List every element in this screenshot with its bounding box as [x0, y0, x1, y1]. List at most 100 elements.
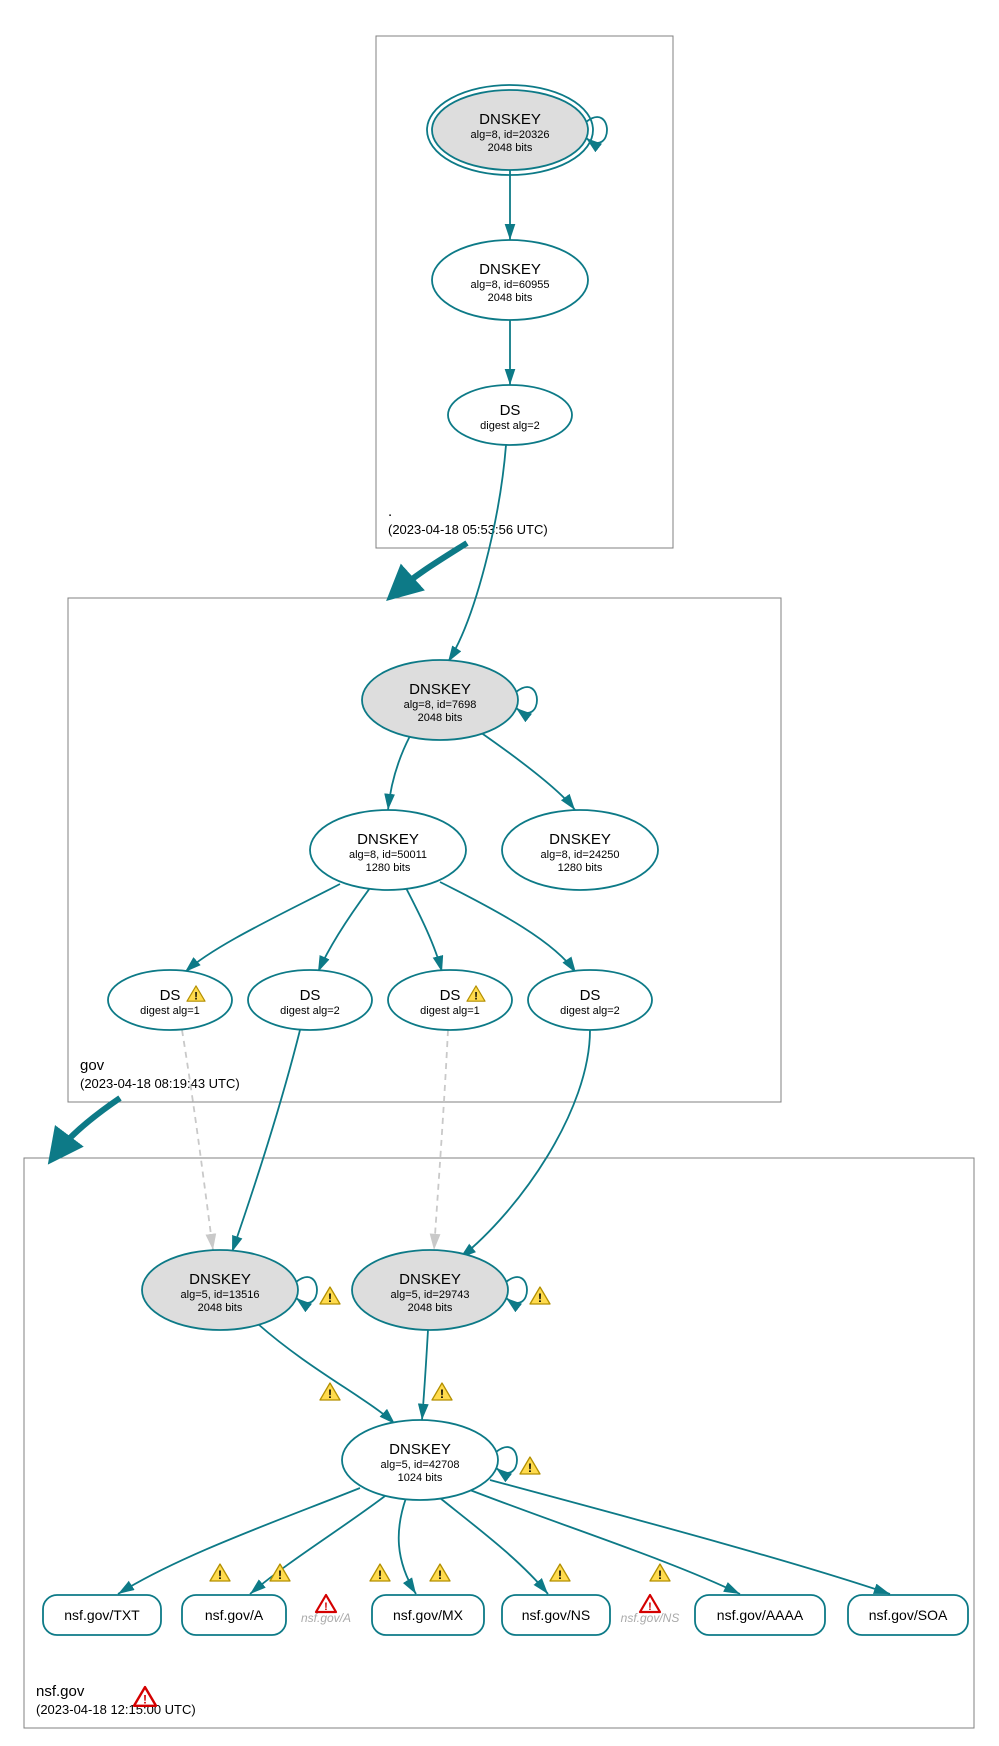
node-root_zsk: DNSKEYalg=8, id=609552048 bits — [432, 240, 588, 320]
edge — [388, 736, 410, 810]
edge — [490, 1480, 890, 1594]
self-loop — [506, 1277, 527, 1303]
rr-label: nsf.gov/MX — [393, 1607, 464, 1623]
edge — [318, 888, 370, 972]
edge — [399, 1498, 416, 1594]
self-loop — [496, 1447, 517, 1473]
node-title: DNSKEY — [409, 681, 471, 698]
node-subline: digest alg=2 — [280, 1005, 340, 1017]
svg-text:!: ! — [648, 1601, 652, 1613]
zone-label: gov — [80, 1057, 105, 1074]
node-subline: alg=8, id=20326 — [471, 129, 550, 141]
node-gov_zsk2: DNSKEYalg=8, id=242501280 bits — [502, 810, 658, 890]
edge — [470, 1490, 740, 1594]
edge — [440, 882, 576, 973]
node-nsf_ksk1: DNSKEYalg=5, id=135162048 bits — [142, 1250, 317, 1330]
edge — [258, 1324, 395, 1424]
node-rr_txt: nsf.gov/TXT — [43, 1595, 161, 1635]
warning-icon: ! — [530, 1287, 550, 1305]
warning-icon: ! — [210, 1564, 230, 1582]
self-loop — [296, 1277, 317, 1303]
node-subline: 1024 bits — [398, 1472, 443, 1484]
warning-icon: ! — [432, 1383, 452, 1401]
warning-icon: ! — [270, 1564, 290, 1582]
svg-text:!: ! — [143, 1693, 147, 1707]
node-subline: digest alg=2 — [480, 420, 540, 432]
edge — [118, 1488, 360, 1594]
zone-timestamp: (2023-04-18 08:19:43 UTC) — [80, 1076, 240, 1091]
node-subline: 1280 bits — [558, 862, 603, 874]
error-icon: ! — [640, 1595, 660, 1613]
node-title: DNSKEY — [189, 1271, 251, 1288]
warning-icon: ! — [550, 1564, 570, 1582]
node-subline: alg=5, id=29743 — [391, 1289, 470, 1301]
warning-icon: ! — [320, 1287, 340, 1305]
node-nsf_zsk: DNSKEYalg=5, id=427081024 bits — [342, 1420, 517, 1500]
edge — [480, 732, 575, 810]
svg-text:!: ! — [658, 1568, 662, 1582]
zone-nsfgov: nsf.gov (2023-04-18 12:15:00 UTC) — [24, 1158, 974, 1728]
edge — [422, 1330, 428, 1420]
node-rr_ns: nsf.gov/NS — [502, 1595, 610, 1635]
svg-text:!: ! — [440, 1387, 444, 1401]
node-gov_ds2: DSdigest alg=2 — [248, 970, 372, 1030]
node-title: DS — [580, 987, 601, 1004]
error-icon: ! — [134, 1687, 156, 1707]
edge — [406, 888, 442, 972]
svg-text:!: ! — [218, 1568, 222, 1582]
zone-timestamp: (2023-04-18 12:15:00 UTC) — [36, 1702, 196, 1717]
node-title: DNSKEY — [389, 1441, 451, 1458]
self-loop — [516, 687, 537, 713]
zone-delegation-arrow — [395, 543, 467, 593]
node-subline: 2048 bits — [198, 1302, 243, 1314]
rr-label: nsf.gov/SOA — [869, 1607, 948, 1623]
node-subline: 2048 bits — [408, 1302, 453, 1314]
node-title: DNSKEY — [549, 831, 611, 848]
svg-text:!: ! — [538, 1291, 542, 1305]
node-rr_aaaa: nsf.gov/AAAA — [695, 1595, 825, 1635]
node-gov_ds1: DSdigest alg=1 — [108, 970, 232, 1030]
node-subline: 2048 bits — [488, 292, 533, 304]
edge — [448, 445, 506, 662]
zone-label: . — [388, 503, 392, 520]
self-loop — [586, 117, 607, 143]
node-subline: alg=8, id=50011 — [349, 849, 427, 861]
svg-text:!: ! — [438, 1568, 442, 1582]
node-subline: 1280 bits — [366, 862, 411, 874]
svg-text:!: ! — [528, 1461, 532, 1475]
edge — [232, 1030, 300, 1252]
svg-text:!: ! — [194, 990, 198, 1002]
node-rr_a: nsf.gov/A — [182, 1595, 286, 1635]
zone-timestamp: (2023-04-18 05:53:56 UTC) — [388, 522, 548, 537]
node-root_ds: DSdigest alg=2 — [448, 385, 572, 445]
node-subline: alg=8, id=7698 — [404, 699, 477, 711]
node-subline: alg=8, id=60955 — [471, 279, 550, 291]
node-title: DS — [300, 987, 321, 1004]
edge — [182, 1030, 213, 1250]
warning-icon: ! — [320, 1383, 340, 1401]
svg-text:!: ! — [378, 1568, 382, 1582]
node-subline: digest alg=1 — [140, 1005, 200, 1017]
node-title: DNSKEY — [357, 831, 419, 848]
node-subline: digest alg=1 — [420, 1005, 480, 1017]
node-title: DS — [500, 402, 521, 419]
node-title: DS — [440, 987, 461, 1004]
node-subline: alg=5, id=13516 — [181, 1289, 260, 1301]
rr-label: nsf.gov/NS — [522, 1607, 590, 1623]
edge — [460, 1030, 590, 1258]
warning-icon: ! — [650, 1564, 670, 1582]
node-subline: 2048 bits — [418, 712, 463, 724]
warning-icon: ! — [370, 1564, 390, 1582]
edge — [185, 884, 340, 972]
node-title: DNSKEY — [479, 261, 541, 278]
node-subline: 2048 bits — [488, 142, 533, 154]
node-subline: alg=5, id=42708 — [381, 1459, 460, 1471]
node-rr_soa: nsf.gov/SOA — [848, 1595, 968, 1635]
rr-label: nsf.gov/A — [205, 1607, 264, 1623]
svg-text:!: ! — [328, 1387, 332, 1401]
warning-icon: ! — [520, 1457, 540, 1475]
zone-label: nsf.gov — [36, 1683, 85, 1700]
svg-text:!: ! — [558, 1568, 562, 1582]
node-nsf_ksk2: DNSKEYalg=5, id=297432048 bits — [352, 1250, 527, 1330]
node-gov_zsk1: DNSKEYalg=8, id=500111280 bits — [310, 810, 466, 890]
